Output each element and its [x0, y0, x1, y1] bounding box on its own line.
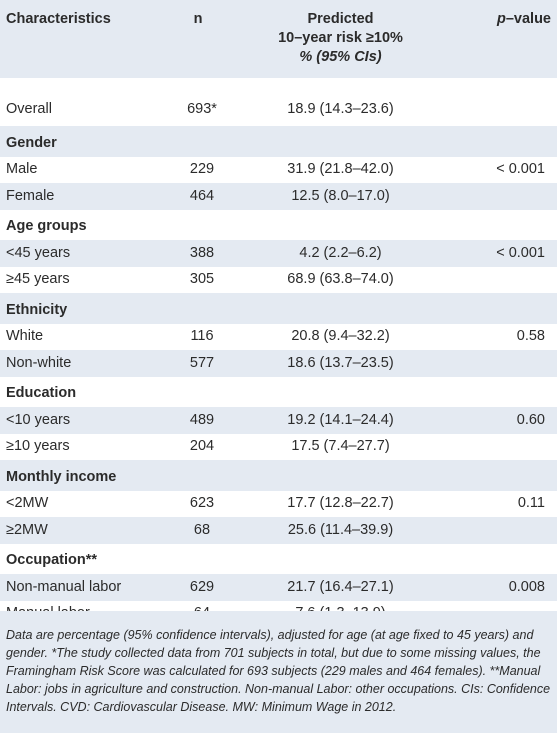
- row-n: 204: [189, 438, 215, 455]
- table-row: <2MW 623 17.7 (12.8–22.7) 0.11: [0, 491, 557, 518]
- section-row: Ethnicity: [0, 293, 557, 324]
- row-label: Overall: [6, 100, 52, 117]
- row-p-value: [443, 78, 557, 126]
- row-label: ≥2MW: [6, 521, 48, 538]
- table-row: Male 229 31.9 (21.8–42.0) < 0.001: [0, 157, 557, 184]
- row-p-value: [443, 183, 557, 210]
- header-p-italic: p: [496, 11, 506, 27]
- row-p-value: 0.11: [517, 495, 545, 512]
- row-n: 577: [189, 354, 215, 371]
- row-risk: 18.9 (14.3–23.6): [287, 100, 394, 117]
- row-label: Non-white: [6, 354, 72, 371]
- table-row: White 116 20.8 (9.4–32.2) 0.58: [0, 324, 557, 351]
- row-label: Non-manual labor: [6, 578, 122, 595]
- row-risk: 68.9 (63.8–74.0): [287, 271, 394, 288]
- section-row: Age groups: [0, 210, 557, 241]
- table-header-row: Characteristics n Predicted 10–year risk…: [0, 0, 557, 78]
- row-p-value: < 0.001: [496, 244, 545, 261]
- table-row: Non-manual labor 629 21.7 (16.4–27.1) 0.008: [0, 574, 557, 601]
- risk-table: Characteristics n Predicted 10–year risk…: [0, 0, 557, 627]
- row-n: 229: [189, 161, 215, 178]
- row-n: 464: [189, 187, 215, 204]
- row-label: White: [6, 328, 44, 345]
- row-n: 305: [189, 271, 215, 288]
- table-row: <10 years 489 19.2 (14.1–24.4) 0.60: [0, 407, 557, 434]
- row-n: 693*: [187, 100, 217, 117]
- section-row: Education: [0, 377, 557, 408]
- section-row: Gender: [0, 126, 557, 157]
- row-label: Female: [6, 187, 55, 204]
- header-characteristics: Characteristics: [6, 11, 111, 27]
- row-n: 68: [193, 521, 211, 538]
- header-p-value: p–value: [443, 0, 557, 78]
- row-p-value: [443, 267, 557, 294]
- row-n: 388: [189, 244, 215, 261]
- row-p-value: [443, 517, 557, 544]
- header-predicted-line3: % (95% CIs): [238, 48, 443, 67]
- row-n: 629: [189, 578, 215, 595]
- table-row: Non-white 577 18.6 (13.7–23.5): [0, 350, 557, 377]
- section-row: Monthly income: [0, 460, 557, 491]
- row-n: 623: [189, 495, 215, 512]
- table-row: ≥10 years 204 17.5 (7.4–27.7): [0, 434, 557, 461]
- header-predicted-risk: Predicted 10–year risk ≥10% % (95% CIs): [238, 0, 443, 78]
- section-row: Occupation**: [0, 544, 557, 575]
- row-label: ≥45 years: [6, 271, 70, 288]
- row-label: ≥10 years: [6, 438, 70, 455]
- section-label: Education: [6, 385, 77, 402]
- header-predicted-line3-text: % (95% CIs): [299, 49, 382, 65]
- header-predicted-line1: Predicted: [307, 11, 374, 27]
- section-label: Gender: [6, 134, 57, 151]
- section-label: Monthly income: [6, 468, 117, 485]
- section-label: Occupation**: [6, 552, 98, 569]
- row-risk: 18.6 (13.7–23.5): [287, 354, 394, 371]
- row-p-value: 0.60: [516, 411, 545, 428]
- table-footnote: Data are percentage (95% confidence inte…: [6, 628, 551, 714]
- row-p-value: [443, 350, 557, 377]
- table-body: Overall 693* 18.9 (14.3–23.6) Gender Male 229…: [0, 78, 557, 627]
- row-n: 489: [189, 411, 215, 428]
- header-predicted-line2: 10–year risk ≥10%: [278, 30, 403, 46]
- row-p-value: 0.008: [508, 578, 545, 595]
- row-label: <2MW: [6, 495, 49, 512]
- table-row: <45 years 388 4.2 (2.2–6.2) < 0.001: [0, 240, 557, 267]
- table-row: ≥45 years 305 68.9 (63.8–74.0): [0, 267, 557, 294]
- row-risk: 25.6 (11.4–39.9): [287, 521, 394, 538]
- section-label: Ethnicity: [6, 301, 68, 318]
- row-risk: 21.7 (16.4–27.1): [287, 578, 394, 595]
- row-risk: 17.5 (7.4–27.7): [291, 438, 390, 455]
- row-label: Male: [6, 161, 38, 178]
- table-row: ≥2MW 68 25.6 (11.4–39.9): [0, 517, 557, 544]
- row-label: <45 years: [6, 244, 71, 261]
- row-p-value: [443, 434, 557, 461]
- row-p-value: < 0.001: [496, 161, 545, 178]
- row-label: <10 years: [6, 411, 71, 428]
- table-row: Female 464 12.5 (8.0–17.0): [0, 183, 557, 210]
- table-row: Overall 693* 18.9 (14.3–23.6): [0, 78, 557, 126]
- row-risk: 20.8 (9.4–32.2): [291, 328, 390, 345]
- section-label: Age groups: [6, 218, 87, 235]
- row-risk: 19.2 (14.1–24.4): [287, 411, 394, 428]
- row-risk: 17.7 (12.8–22.7): [287, 495, 394, 512]
- header-n: n: [193, 11, 203, 27]
- row-risk: 31.9 (21.8–42.0): [287, 161, 394, 178]
- row-risk: 4.2 (2.2–6.2): [299, 244, 382, 261]
- row-p-value: 0.58: [516, 328, 545, 345]
- header-p-rest: –value: [505, 11, 551, 27]
- footnote-area: [0, 611, 557, 733]
- row-risk: 12.5 (8.0–17.0): [291, 187, 390, 204]
- row-n: 116: [190, 328, 214, 345]
